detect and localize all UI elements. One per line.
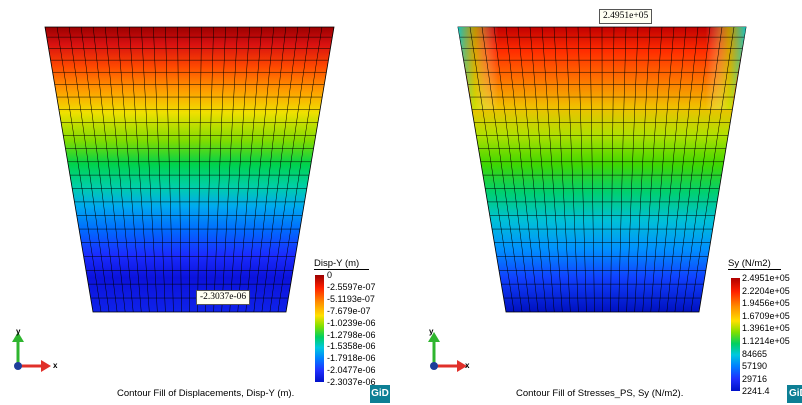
legend-tick-label: -2.0477e-06 bbox=[327, 365, 376, 376]
legend-tick-label: 2.2204e+05 bbox=[742, 285, 790, 296]
disp-axes-triad bbox=[12, 332, 51, 372]
legend-tick-label: 84665 bbox=[742, 348, 768, 359]
stress-axis-x-label: x bbox=[465, 361, 470, 370]
stress-mesh-gridlines bbox=[459, 26, 745, 313]
legend-tick-label: 57190 bbox=[742, 361, 768, 372]
gid-logo: GiD bbox=[370, 385, 390, 403]
legend-tick-label: -7.679e-07 bbox=[327, 305, 371, 316]
stress-legend-title: Sy (N/m2) bbox=[728, 258, 781, 270]
disp-min-callout: -2.3037e-06 bbox=[196, 290, 251, 305]
legend-tick-label: 2241.4 bbox=[742, 386, 770, 397]
legend-tick-label: 1.3961e+05 bbox=[742, 323, 790, 334]
legend-tick-label: 0 bbox=[327, 270, 333, 280]
stress-axes-triad bbox=[428, 332, 467, 372]
legend-tick-label: -1.0239e-06 bbox=[327, 317, 376, 328]
disp-axis-x-label: x bbox=[53, 361, 58, 370]
legend-tick-label: -2.3037e-06 bbox=[327, 377, 376, 388]
disp-mesh-gridlines bbox=[46, 26, 333, 313]
stress-contour-mesh bbox=[457, 26, 747, 313]
stress-max-callout: 2.4951e+05 bbox=[599, 9, 653, 24]
legend-tick-label: 1.9456e+05 bbox=[742, 298, 790, 309]
legend-tick-label: 2.4951e+05 bbox=[742, 273, 790, 283]
legend-tick-label: 1.1214e+05 bbox=[742, 336, 790, 346]
legend-tick-label: -1.7918e-06 bbox=[327, 353, 376, 364]
legend-tick-label: -5.1193e-07 bbox=[327, 293, 375, 304]
stress-caption: Contour Fill of Stresses_PS, Sy (N/m2). bbox=[516, 388, 684, 399]
legend-tick-label: -1.5358e-06 bbox=[327, 341, 376, 352]
legend-tick-label: 1.6709e+05 bbox=[742, 310, 790, 321]
disp-caption: Contour Fill of Displacements, Disp-Y (m… bbox=[117, 388, 295, 399]
disp-colorbar bbox=[315, 275, 324, 382]
legend-tick-label: -1.2798e-06 bbox=[327, 329, 376, 340]
legend-tick-label: 29716 bbox=[742, 373, 768, 384]
disp-legend-title: Disp-Y (m) bbox=[314, 258, 370, 270]
legend-tick-label: -2.5597e-07 bbox=[327, 281, 376, 292]
stress-legend: Sy (N/m2) 2.4951e+05 2.2204e+05 1.9456e+05… bbox=[727, 258, 802, 398]
displacement-contour-mesh bbox=[44, 26, 335, 313]
stress-colorbar bbox=[731, 278, 740, 391]
disp-axis-y-label: y bbox=[16, 327, 21, 336]
gid-logo: GiD bbox=[787, 385, 802, 403]
disp-legend: Disp-Y (m) 0 -2.5597e-07 -5.1193e-07 -7.679… bbox=[310, 258, 400, 388]
stress-axis-y-label: y bbox=[429, 327, 434, 336]
right-viewport[interactable]: 2.4951e+05 Sy (N/m2) 2.4951e+05 2.2204e+0… bbox=[401, 0, 802, 405]
left-viewport[interactable]: -2.3037e-06 Disp-Y (m) 0 -2.5597e-07 -5.11… bbox=[0, 0, 401, 405]
